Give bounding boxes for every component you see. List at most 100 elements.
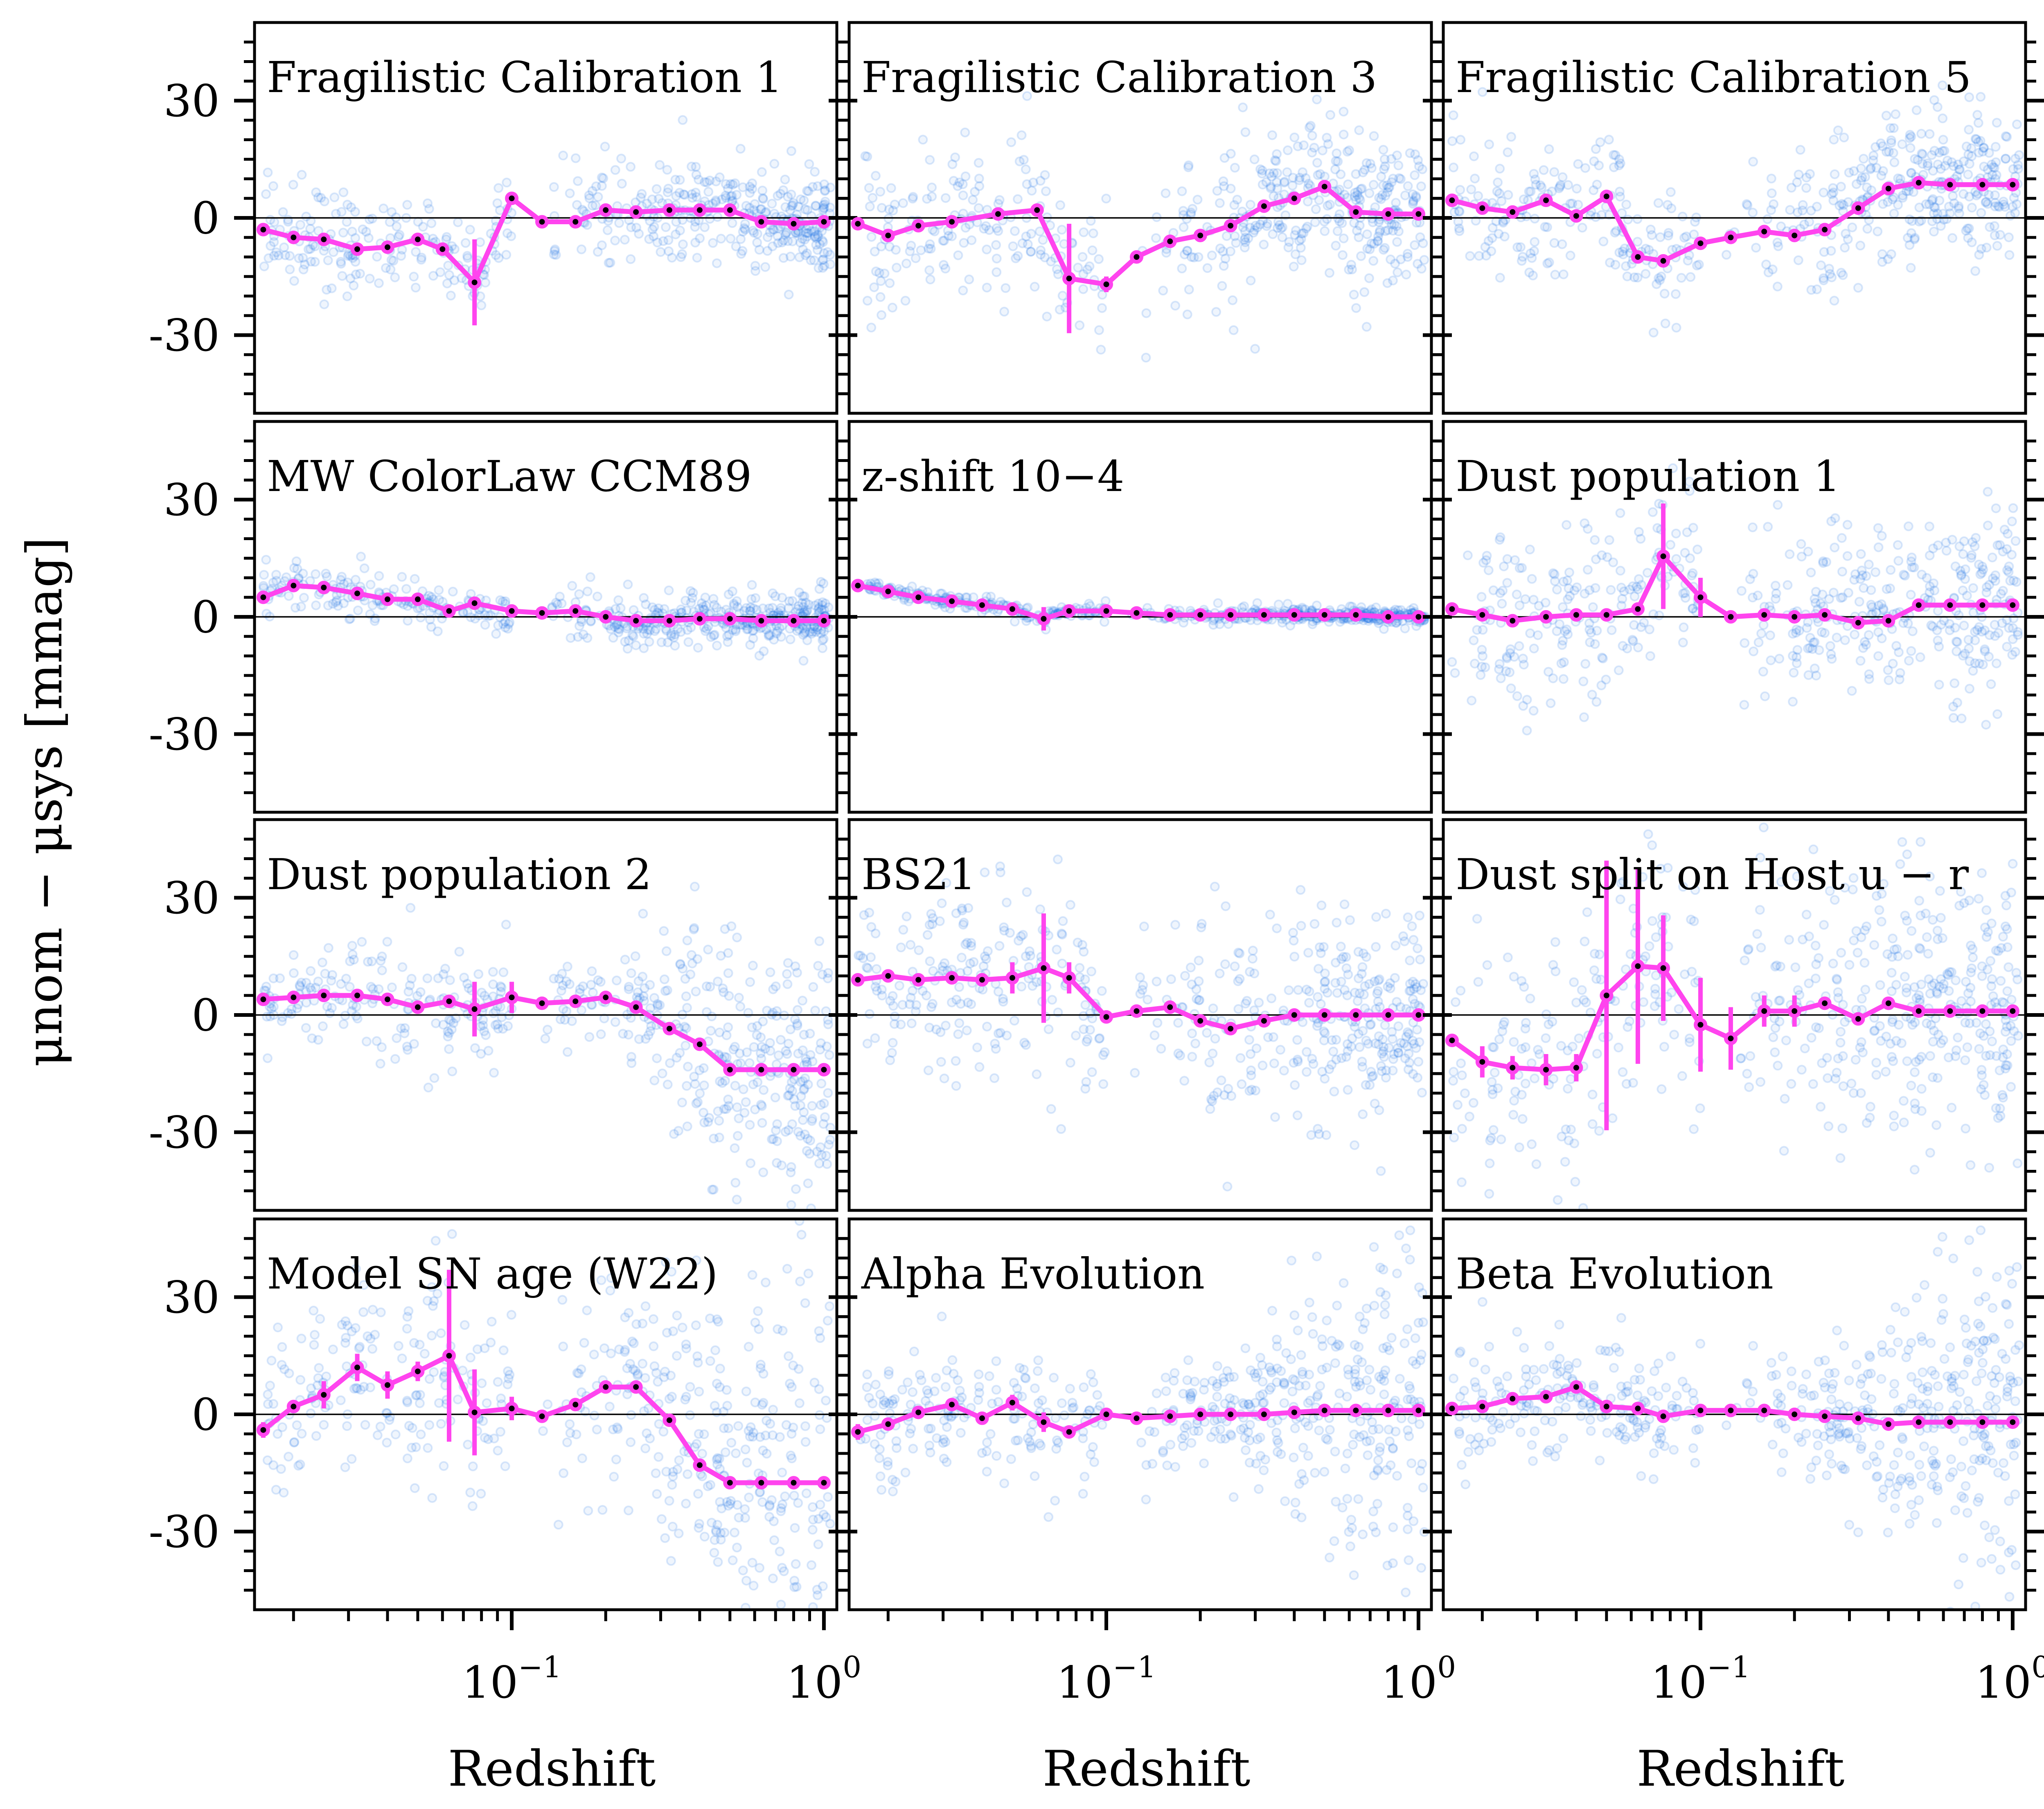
scatter-point	[1016, 931, 1026, 942]
scatter-point	[675, 1048, 685, 1058]
scatter-point	[1589, 156, 1599, 167]
scatter-point	[1320, 984, 1330, 994]
scatter-point	[1026, 246, 1036, 257]
scatter-point	[661, 222, 671, 232]
y-tick-label: 0	[192, 990, 220, 1041]
scatter-point	[1973, 137, 1983, 147]
scatter-point	[749, 228, 759, 238]
scatter-point	[1636, 622, 1646, 632]
scatter-point	[1268, 229, 1278, 239]
scatter-point	[1202, 263, 1212, 273]
scatter-point	[1907, 626, 1918, 636]
scatter-point	[376, 1042, 387, 1052]
scatter-point	[936, 1057, 946, 1067]
scatter-point	[1336, 169, 1346, 180]
scatter-point	[1960, 1055, 1970, 1066]
scatter-point	[969, 957, 979, 967]
scatter-point	[701, 624, 712, 634]
scatter-point	[313, 226, 324, 236]
scatter-point	[872, 986, 882, 996]
binned-point	[1062, 971, 1076, 985]
scatter-point	[758, 194, 768, 204]
scatter-point	[442, 278, 452, 288]
scatter-point	[1840, 883, 1850, 893]
scatter-point	[554, 974, 564, 984]
scatter-point	[1548, 960, 1558, 970]
scatter-point	[1179, 222, 1189, 232]
scatter-point	[1255, 164, 1265, 174]
scatter-point	[1393, 1048, 1404, 1058]
scatter-point	[1266, 183, 1276, 193]
scatter-point	[443, 1026, 453, 1036]
scatter-point	[1215, 969, 1225, 979]
scatter-point	[1598, 653, 1608, 664]
scatter-point	[1447, 657, 1457, 667]
scatter-point	[710, 630, 720, 640]
scatter-point	[1614, 248, 1625, 258]
scatter-point	[1990, 142, 2001, 152]
scatter-point	[1323, 200, 1333, 211]
scatter-point	[1261, 177, 1271, 187]
scatter-point	[939, 1073, 949, 1084]
scatter-point	[1877, 633, 1887, 644]
scatter-point	[1688, 603, 1698, 613]
scatter-point	[859, 910, 869, 920]
scatter-point	[645, 625, 655, 635]
scatter-point	[785, 1084, 795, 1094]
scatter-point	[645, 216, 655, 226]
scatter-point	[1025, 247, 1036, 257]
scatter-point	[1907, 168, 1917, 178]
scatter-point	[1899, 1096, 1909, 1106]
scatter-point	[855, 951, 865, 961]
scatter-point	[1569, 1138, 1580, 1149]
scatter-point	[1235, 974, 1245, 984]
y-tick-label: 0	[192, 592, 220, 643]
scatter-point	[1905, 130, 1915, 140]
scatter-point	[268, 1002, 279, 1012]
scatter-point	[448, 1018, 459, 1028]
scatter-point	[540, 1034, 550, 1044]
scatter-point	[659, 926, 669, 936]
scatter-point	[1821, 557, 1832, 567]
scatter-point	[808, 982, 818, 992]
scatter-point	[1484, 1189, 1494, 1199]
scatter-point	[1408, 189, 1418, 199]
binned-point	[1724, 230, 1738, 244]
scatter-point	[768, 1134, 778, 1144]
scatter-point	[1816, 260, 1826, 270]
scatter-point	[1617, 594, 1627, 604]
scatter-point	[1641, 269, 1651, 279]
scatter-point	[1499, 561, 1509, 572]
scatter-point	[811, 201, 821, 211]
scatter-point	[1601, 674, 1611, 685]
binned-point	[1257, 199, 1271, 213]
scatter-point	[1970, 134, 1981, 144]
scatter-point	[1403, 912, 1413, 922]
scatter-point	[1792, 177, 1802, 187]
scatter-point	[734, 993, 744, 1003]
binned-point	[381, 240, 394, 254]
scatter-point	[393, 232, 403, 242]
scatter-point	[784, 1090, 794, 1100]
scatter-point	[823, 1088, 833, 1098]
scatter-point	[1307, 1054, 1317, 1064]
scatter-point	[886, 183, 896, 193]
scatter-point	[496, 982, 507, 993]
binned-point	[286, 230, 300, 244]
scatter-point	[889, 1019, 899, 1029]
scatter-point	[1906, 590, 1916, 600]
binned-point	[1224, 219, 1237, 233]
scatter-point	[2003, 529, 2013, 539]
scatter-point	[284, 591, 294, 601]
scatter-point	[1791, 628, 1801, 638]
scatter-point	[1182, 214, 1192, 224]
scatter-point	[336, 979, 346, 989]
scatter-point	[951, 908, 961, 919]
scatter-point	[1618, 1067, 1628, 1077]
scatter-point	[809, 255, 819, 266]
scatter-point	[1656, 1084, 1667, 1094]
scatter-point	[326, 975, 336, 986]
scatter-point	[1410, 240, 1420, 250]
scatter-point	[1293, 141, 1303, 151]
scatter-point	[1860, 984, 1870, 995]
